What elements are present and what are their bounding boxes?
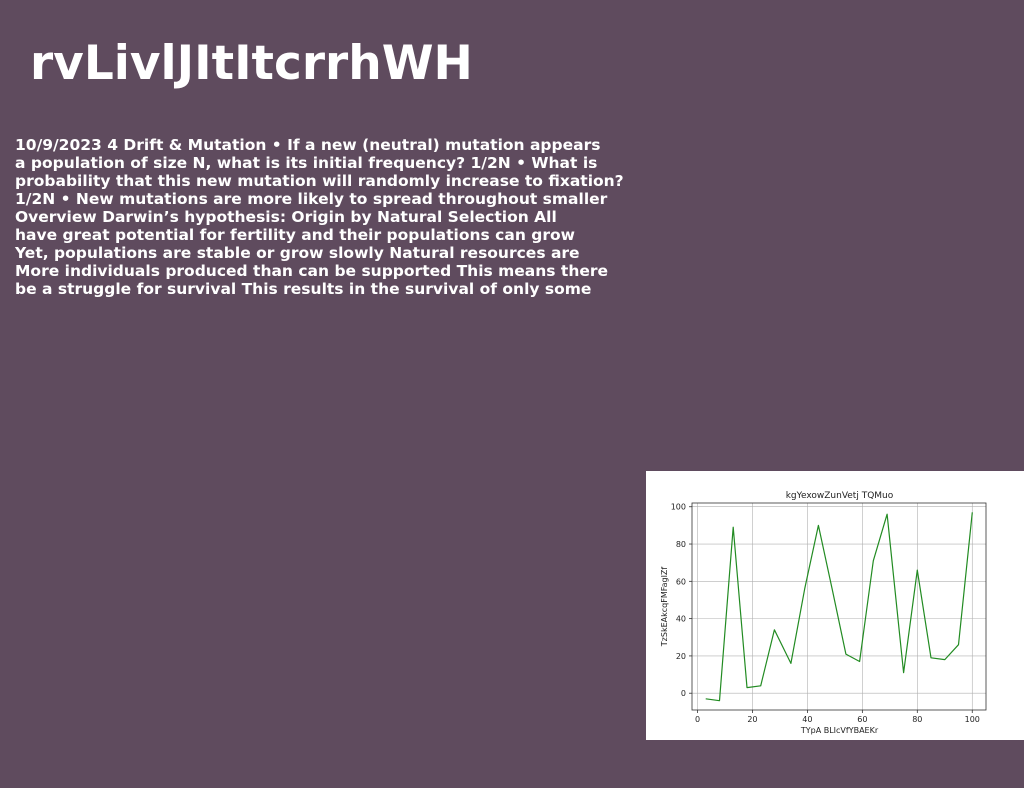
- x-tick-label: 40: [802, 715, 812, 724]
- body-line: More individuals produced than can be su…: [15, 262, 609, 280]
- x-tick-label: 20: [747, 715, 757, 724]
- y-tick-label: 20: [676, 652, 686, 661]
- grid-lines: [692, 503, 986, 710]
- y-tick-label: 0: [681, 689, 686, 698]
- body-line: a population of size N, what is its init…: [15, 154, 598, 172]
- chart-svg: kgYexowZunVetj TQMuo 0 20 40 60 80 100 0 20 40 60…: [660, 491, 987, 735]
- x-tick-label: 0: [695, 715, 700, 724]
- y-axis-label: TzSkEAkcqFMFagIZf: [660, 567, 669, 648]
- y-tick-label: 80: [676, 540, 686, 549]
- body-line: 10/9/2023 4 Drift & Mutation • If a new …: [15, 136, 601, 154]
- body-line: have great potential for fertility and t…: [15, 226, 575, 244]
- x-tick-label: 60: [857, 715, 867, 724]
- line-chart: kgYexowZunVetj TQMuo 0 20 40 60 80 100 0 20 40 60…: [646, 471, 1024, 740]
- y-tick-label: 40: [676, 615, 686, 624]
- y-tick-label: 100: [671, 503, 686, 512]
- body-line: Overview Darwin’s hypothesis: Origin by …: [15, 208, 557, 226]
- body-text: 10/9/2023 4 Drift & Mutation • If a new …: [15, 136, 655, 298]
- body-line: Yet, populations are stable or grow slow…: [15, 244, 580, 262]
- x-axis-label: TYpA BLIcVfYBAEKr: [800, 726, 879, 735]
- page-title: rvLivlJItItcrrhWH: [30, 36, 473, 91]
- x-tick-label: 100: [965, 715, 980, 724]
- body-line: 1/2N • New mutations are more likely to …: [15, 190, 608, 208]
- chart-title: kgYexowZunVetj TQMuo: [786, 491, 894, 501]
- series-line: [705, 512, 973, 702]
- plot-frame: [691, 502, 987, 711]
- y-tick-label: 60: [676, 577, 686, 586]
- body-line: be a struggle for survival This results …: [15, 280, 592, 298]
- x-tick-label: 80: [912, 715, 922, 724]
- axis-ticks: 0 20 40 60 80 100 0 20 40 60 80 100: [671, 503, 980, 724]
- body-line: probability that this new mutation will …: [15, 172, 624, 190]
